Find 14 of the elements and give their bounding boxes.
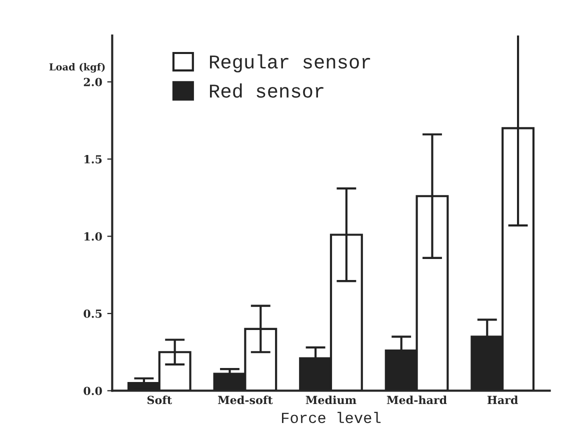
y-axis-title: Load (kgf) bbox=[49, 63, 105, 73]
x-tick-label: Med-soft bbox=[218, 396, 273, 404]
y-tick-label: 0.5 bbox=[84, 309, 102, 318]
y-tick-label: 0.0 bbox=[84, 386, 102, 396]
x-tick-label: Med-hard bbox=[386, 396, 447, 404]
legend-label: Regular sensor bbox=[210, 54, 370, 72]
x-tick-label: Soft bbox=[147, 396, 172, 404]
y-tick-label: 2.0 bbox=[84, 78, 102, 86]
x-tick-label: Medium bbox=[306, 396, 356, 404]
y-tick-label: 1.0 bbox=[84, 232, 102, 241]
x-tick-label: Hard bbox=[487, 396, 518, 404]
y-tick-label: 1.5 bbox=[84, 155, 102, 164]
x-axis-title: Force level bbox=[282, 412, 381, 424]
legend-label: Red sensor bbox=[210, 83, 324, 98]
